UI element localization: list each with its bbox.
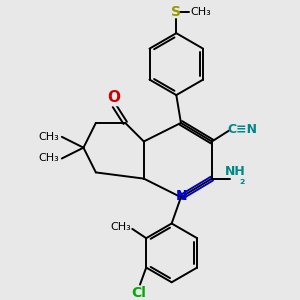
Text: CH₃: CH₃	[191, 8, 212, 17]
Text: N: N	[176, 189, 188, 202]
Text: CH₃: CH₃	[110, 222, 131, 232]
Text: ₂: ₂	[239, 174, 245, 187]
Text: Cl: Cl	[131, 286, 146, 300]
Text: O: O	[107, 90, 120, 105]
Text: CH₃: CH₃	[38, 132, 59, 142]
Text: C≡N: C≡N	[227, 123, 257, 136]
Text: NH: NH	[225, 165, 245, 178]
Text: CH₃: CH₃	[38, 154, 59, 164]
Text: S: S	[171, 5, 181, 20]
